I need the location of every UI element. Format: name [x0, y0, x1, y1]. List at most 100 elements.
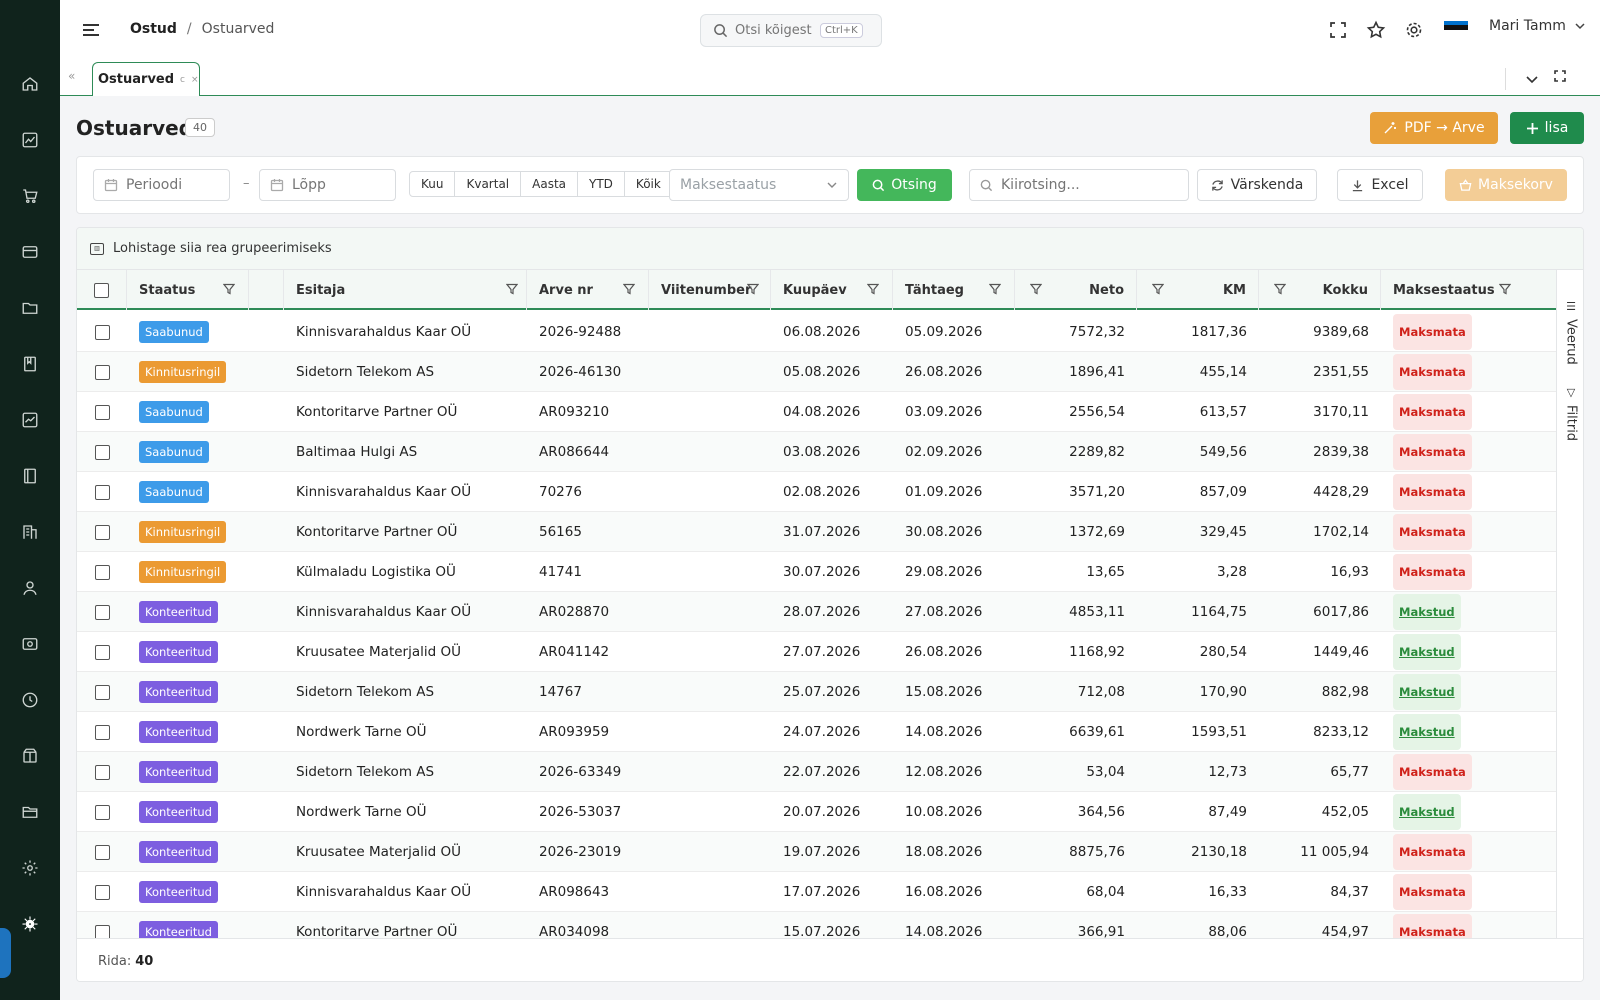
- refresh-tab-icon[interactable]: c: [180, 74, 185, 85]
- payment-status-badge[interactable]: Makstud: [1393, 794, 1461, 830]
- period-end-input[interactable]: [292, 177, 372, 193]
- period-start-field[interactable]: [93, 169, 230, 201]
- row-checkbox[interactable]: [94, 444, 110, 460]
- payment-status-badge[interactable]: Makstud: [1393, 674, 1461, 710]
- payment-status-badge[interactable]: Makstud: [1393, 634, 1461, 670]
- row-checkbox[interactable]: [94, 804, 110, 820]
- excel-button[interactable]: Excel: [1337, 169, 1423, 201]
- preset-month-button[interactable]: Kuu: [410, 172, 456, 196]
- col-due[interactable]: Tähtaeg: [893, 270, 1015, 310]
- scroll-left-icon[interactable]: «: [68, 69, 76, 83]
- filter-icon[interactable]: [223, 283, 235, 295]
- col-date[interactable]: Kuupäev: [771, 270, 893, 310]
- preset-quarter-button[interactable]: Kvartal: [455, 172, 522, 196]
- card-icon[interactable]: [18, 240, 42, 264]
- filter-icon[interactable]: [1030, 283, 1042, 295]
- ledger-icon[interactable]: [18, 464, 42, 488]
- table-row[interactable]: Konteeritud Kruusatee Materjalid OÜ AR0411…: [77, 632, 1556, 672]
- row-checkbox[interactable]: [94, 884, 110, 900]
- filters-tab[interactable]: ▽ Filtrid: [1561, 386, 1581, 441]
- col-issuer[interactable]: Esitaja: [284, 270, 527, 310]
- col-net[interactable]: Neto: [1015, 270, 1137, 310]
- refresh-button[interactable]: Värskenda: [1197, 169, 1317, 201]
- home-icon[interactable]: [18, 72, 42, 96]
- user-menu[interactable]: Mari Tamm: [1489, 18, 1586, 34]
- filter-icon[interactable]: [1274, 283, 1286, 295]
- columns-tab[interactable]: ☰ Veerud: [1561, 300, 1581, 365]
- add-button[interactable]: lisa: [1510, 112, 1584, 144]
- payment-status-select[interactable]: Maksestaatus: [669, 169, 849, 201]
- col-vat[interactable]: KM: [1137, 270, 1259, 310]
- fullscreen-icon[interactable]: [1328, 20, 1348, 40]
- clock-icon[interactable]: [18, 688, 42, 712]
- receipt-icon[interactable]: [18, 632, 42, 656]
- table-row[interactable]: Konteeritud Sidetorn Telekom AS 14767 25.07…: [77, 672, 1556, 712]
- payment-status-badge[interactable]: Makstud: [1393, 714, 1461, 750]
- preset-year-button[interactable]: Aasta: [521, 172, 579, 196]
- tab-ostuarved[interactable]: Ostuarved c ×: [92, 62, 200, 96]
- gear-icon[interactable]: [18, 912, 42, 936]
- table-row[interactable]: Konteeritud Kinnisvarahaldus Kaar OÜ AR028…: [77, 592, 1556, 632]
- table-row[interactable]: Saabunud Baltimaa Hulgi AS AR086644 03.08.2…: [77, 432, 1556, 472]
- select-all-checkbox[interactable]: [94, 282, 109, 298]
- table-row[interactable]: Konteeritud Kruusatee Materjalid OÜ 2026-2…: [77, 832, 1556, 872]
- col-ref-no[interactable]: Viitenumber: [649, 270, 771, 310]
- table-row[interactable]: Konteeritud Kontoritarve Partner OÜ AR0340…: [77, 912, 1556, 938]
- table-row[interactable]: Saabunud Kontoritarve Partner OÜ AR093210 0…: [77, 392, 1556, 432]
- row-checkbox[interactable]: [94, 324, 110, 340]
- global-search-input[interactable]: [735, 23, 813, 38]
- quick-search-field[interactable]: [969, 169, 1189, 201]
- row-checkbox[interactable]: [94, 364, 110, 380]
- row-checkbox[interactable]: [94, 924, 110, 938]
- filter-icon[interactable]: [1152, 283, 1164, 295]
- pdf-to-invoice-button[interactable]: PDF → Arve: [1370, 112, 1498, 144]
- cart-icon[interactable]: [18, 184, 42, 208]
- table-row[interactable]: Konteeritud Nordwerk Tarne OÜ AR093959 24.0…: [77, 712, 1556, 752]
- group-by-panel[interactable]: ▥ Lohistage siia rea grupeerimiseks: [77, 228, 1583, 270]
- period-end-field[interactable]: [259, 169, 396, 201]
- table-row[interactable]: Kinnitusringil Külmaladu Logistika OÜ 4174…: [77, 552, 1556, 592]
- filter-icon[interactable]: [867, 283, 879, 295]
- period-start-input[interactable]: [126, 177, 206, 193]
- menu-icon[interactable]: [80, 19, 102, 41]
- row-checkbox[interactable]: [94, 564, 110, 580]
- settings-gear-icon[interactable]: [1404, 20, 1424, 40]
- package-icon[interactable]: [18, 744, 42, 768]
- global-search[interactable]: Ctrl+K: [700, 14, 882, 47]
- search-button[interactable]: Otsing: [857, 169, 952, 201]
- row-checkbox[interactable]: [94, 484, 110, 500]
- estonian-flag-icon[interactable]: [1444, 21, 1468, 34]
- row-checkbox[interactable]: [94, 604, 110, 620]
- table-row[interactable]: Konteeritud Sidetorn Telekom AS 2026-63349…: [77, 752, 1556, 792]
- filter-icon[interactable]: [1499, 283, 1511, 295]
- table-row[interactable]: Saabunud Kinnisvarahaldus Kaar OÜ 70276 02.…: [77, 472, 1556, 512]
- filter-icon[interactable]: [747, 283, 759, 295]
- payment-status-badge[interactable]: Makstud: [1393, 594, 1461, 630]
- table-row[interactable]: Konteeritud Kinnisvarahaldus Kaar OÜ AR098…: [77, 872, 1556, 912]
- col-total[interactable]: Kokku: [1259, 270, 1381, 310]
- filter-icon[interactable]: [623, 283, 635, 295]
- col-status[interactable]: Staatus: [127, 270, 249, 310]
- trend-icon[interactable]: [18, 408, 42, 432]
- table-row[interactable]: Saabunud Kinnisvarahaldus Kaar OÜ 2026-924…: [77, 312, 1556, 352]
- chart-icon[interactable]: [18, 128, 42, 152]
- chevron-down-icon[interactable]: [1525, 72, 1539, 90]
- building-icon[interactable]: [18, 520, 42, 544]
- settings-icon[interactable]: [18, 856, 42, 880]
- table-row[interactable]: Kinnitusringil Kontoritarve Partner OÜ 561…: [77, 512, 1556, 552]
- row-checkbox[interactable]: [94, 644, 110, 660]
- book-icon[interactable]: [18, 352, 42, 376]
- maximize-icon[interactable]: [1553, 69, 1567, 87]
- payment-cart-button[interactable]: Maksekorv: [1445, 169, 1567, 201]
- row-checkbox[interactable]: [94, 684, 110, 700]
- row-checkbox[interactable]: [94, 524, 110, 540]
- user-icon[interactable]: [18, 576, 42, 600]
- breadcrumb-section[interactable]: Ostud: [130, 21, 177, 37]
- filter-icon[interactable]: [506, 283, 518, 295]
- table-row[interactable]: Kinnitusringil Sidetorn Telekom AS 2026-46…: [77, 352, 1556, 392]
- row-checkbox[interactable]: [94, 844, 110, 860]
- folder-icon[interactable]: [18, 296, 42, 320]
- preset-ytd-button[interactable]: YTD: [578, 172, 625, 196]
- col-invoice-no[interactable]: Arve nr: [527, 270, 649, 310]
- preset-all-button[interactable]: Kõik: [635, 177, 661, 191]
